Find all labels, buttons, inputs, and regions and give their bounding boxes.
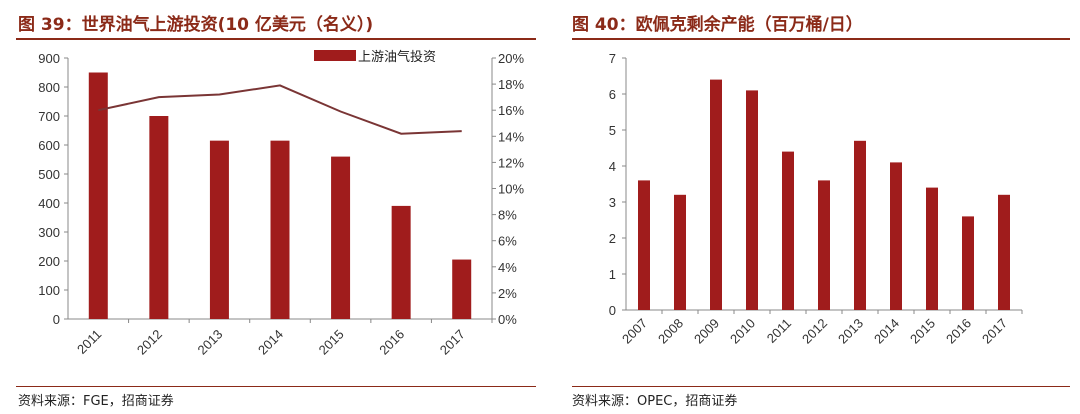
bar xyxy=(854,140,866,310)
x-tick-label: 2009 xyxy=(691,316,722,347)
y-tick-label: 3 xyxy=(609,195,616,210)
x-tick-label: 2012 xyxy=(799,316,830,347)
bar xyxy=(149,116,169,319)
y-tick-label: 7 xyxy=(609,51,616,66)
x-tick-label: 2017 xyxy=(979,316,1010,347)
y2-tick-label: 18% xyxy=(498,77,524,92)
bar xyxy=(746,90,758,311)
y-tick-label: 500 xyxy=(38,167,60,182)
x-tick-label: 2014 xyxy=(255,327,286,358)
y-tick-label: 6 xyxy=(609,87,616,102)
y-tick-label: 300 xyxy=(38,225,60,240)
bar xyxy=(331,156,351,319)
y-tick-label: 5 xyxy=(609,123,616,138)
y-tick-label: 600 xyxy=(38,138,60,153)
legend: 上游油气投资 xyxy=(314,49,436,65)
figure-39-source: 资料来源：FGE，招商证券 xyxy=(18,394,174,409)
source-divider xyxy=(16,386,536,387)
x-tick-label: 2014 xyxy=(871,316,902,347)
x-tick-label: 2007 xyxy=(619,316,650,347)
y-tick-label: 900 xyxy=(38,51,60,66)
y2-tick-label: 10% xyxy=(498,182,524,197)
line-series xyxy=(98,84,462,135)
bar xyxy=(88,72,108,319)
y-tick-label: 0 xyxy=(53,312,60,327)
y2-tick-label: 4% xyxy=(498,260,517,275)
y2-tick-label: 0% xyxy=(498,312,517,327)
y2-tick-label: 2% xyxy=(498,286,517,301)
x-tick-label: 2017 xyxy=(437,327,468,358)
figure-40-panel: 图 40：欧佩克剩余产能（百万桶/日） 0 1 2 3 4 5 6 7 2007 2008 2009… xyxy=(556,0,1080,414)
bar xyxy=(926,187,938,310)
x-tick-label: 2013 xyxy=(194,327,225,358)
y2-tick-label: 8% xyxy=(498,208,517,223)
title-divider xyxy=(16,38,536,40)
x-tick-label: 2011 xyxy=(764,316,794,346)
y2-tick-label: 20% xyxy=(498,51,524,66)
y-tick-label: 100 xyxy=(38,283,60,298)
x-tick-label: 2016 xyxy=(943,316,974,347)
y-tick-label: 4 xyxy=(609,159,616,174)
legend-swatch xyxy=(314,50,356,61)
x-tick-label: 2012 xyxy=(134,327,165,358)
y2-tick-label: 14% xyxy=(498,129,524,144)
figure-40-title: 图 40：欧佩克剩余产能（百万桶/日） xyxy=(572,15,863,35)
bar xyxy=(710,79,722,310)
x-tick-label: 2016 xyxy=(376,327,407,358)
figure-40-source: 资料来源：OPEC，招商证券 xyxy=(572,394,738,409)
figure-39-title: 图 39：世界油气上游投资(10 亿美元（名义）) xyxy=(18,15,374,35)
x-tick-label: 2015 xyxy=(907,316,938,347)
y-tick-label: 800 xyxy=(38,80,60,95)
y2-tick-label: 6% xyxy=(498,234,517,249)
source-divider xyxy=(572,386,1070,387)
spare-capacity-chart: 0 1 2 3 4 5 6 7 2007 2008 2009 2010 2011 2012 2013 2014… xyxy=(609,51,1023,347)
figure-39-panel: 图 39：世界油气上游投资(10 亿美元（名义）) 0 100 200 300 400 5… xyxy=(16,15,536,409)
bar xyxy=(638,180,650,310)
x-tick-label: 2011 xyxy=(74,327,104,357)
y-tick-label: 700 xyxy=(38,109,60,124)
y-tick-label: 0 xyxy=(609,303,616,318)
y-tick-label: 2 xyxy=(609,231,616,246)
bar xyxy=(674,194,686,310)
bar xyxy=(391,205,411,319)
y2-tick-label: 12% xyxy=(498,155,524,170)
title-divider xyxy=(572,38,1070,40)
x-tick-label: 2010 xyxy=(727,316,758,347)
y-tick-label: 200 xyxy=(38,254,60,269)
bar xyxy=(452,259,472,319)
bar xyxy=(782,151,794,310)
bar xyxy=(890,162,902,310)
investment-chart: 0 100 200 300 400 500 600 700 800 900 0% 2% 4% 6% 8% 10… xyxy=(38,49,524,358)
bar xyxy=(998,194,1010,310)
legend-label: 上游油气投资 xyxy=(358,49,436,65)
x-tick-label: 2008 xyxy=(655,316,686,347)
x-tick-label: 2013 xyxy=(835,316,866,347)
bar xyxy=(270,140,290,319)
bar xyxy=(962,216,974,310)
x-tick-label: 2015 xyxy=(316,327,347,358)
bar xyxy=(818,180,830,310)
bar xyxy=(209,140,229,319)
y2-tick-label: 16% xyxy=(498,103,524,118)
y-tick-label: 400 xyxy=(38,196,60,211)
y-tick-label: 1 xyxy=(609,267,616,282)
